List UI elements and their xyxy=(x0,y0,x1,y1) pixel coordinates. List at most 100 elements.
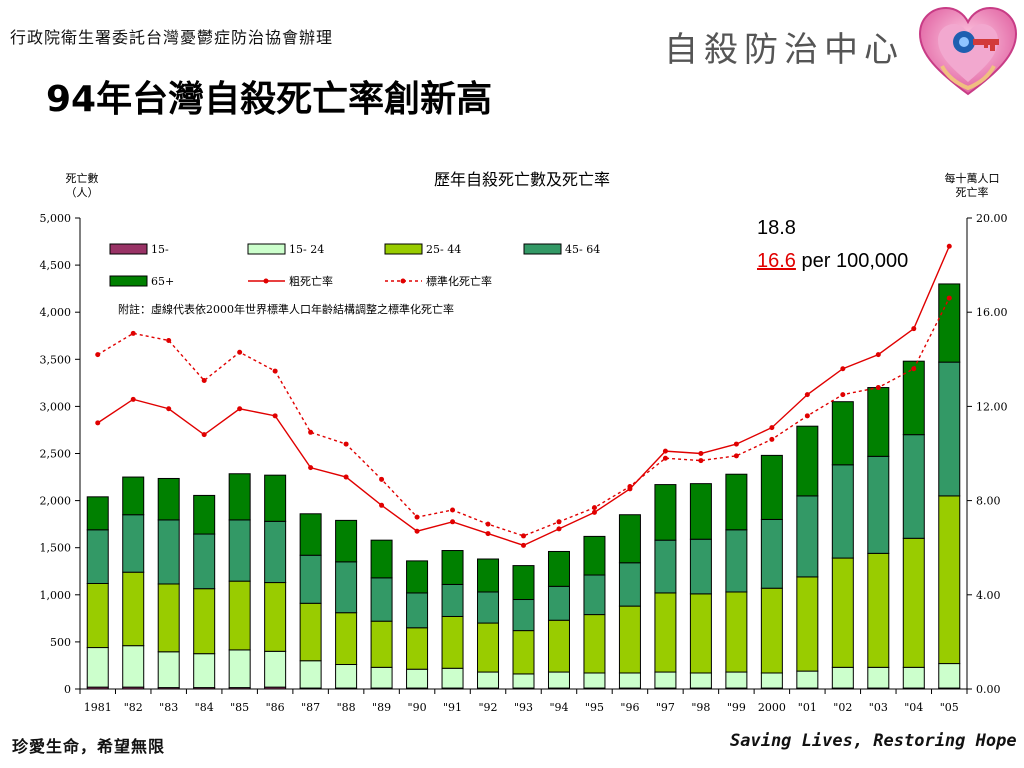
left-tick-label: 0 xyxy=(64,683,71,696)
x-tick-label: "89 xyxy=(372,701,391,714)
bar-segment xyxy=(370,577,393,622)
rate-point xyxy=(95,420,101,426)
rate-point xyxy=(130,330,136,336)
bar-segment xyxy=(831,666,854,689)
bar-segment xyxy=(299,554,322,604)
bar-segment xyxy=(406,592,429,629)
rate-point xyxy=(698,458,704,464)
right-tick-label: 4.00 xyxy=(976,589,1001,602)
x-tick-label: 2000 xyxy=(758,701,786,714)
x-tick-label: "86 xyxy=(266,701,285,714)
bar-segment xyxy=(228,649,251,689)
bar-segment xyxy=(441,550,464,585)
bar-segment xyxy=(370,620,393,668)
bar-segment xyxy=(902,360,925,436)
legend-label: 65+ xyxy=(151,275,174,288)
bar-segment xyxy=(689,538,712,595)
bar-segment xyxy=(689,483,712,540)
rate-point xyxy=(911,326,917,332)
rate-point xyxy=(521,533,526,539)
bar-segment xyxy=(618,605,641,674)
left-tick-label: 500 xyxy=(50,636,71,649)
bar-segment xyxy=(477,558,500,593)
bar-segment xyxy=(512,565,535,601)
chart-title: 歷年自殺死亡數及死亡率 xyxy=(434,170,610,189)
bar-segment xyxy=(796,576,819,672)
x-tick-label: "93 xyxy=(514,701,533,714)
left-tick-label: 1,500 xyxy=(40,542,72,555)
x-tick-label: "97 xyxy=(656,701,675,714)
right-axis-label-line1: 每十萬人口 xyxy=(945,171,1000,185)
x-tick-label: "02 xyxy=(833,701,852,714)
bar-segment xyxy=(477,591,500,624)
rate-point xyxy=(911,366,917,372)
bar-segment xyxy=(193,494,216,535)
bar-segment xyxy=(583,672,606,689)
rate-point xyxy=(343,441,349,447)
x-tick-label: "92 xyxy=(478,701,497,714)
bar-segment xyxy=(193,588,216,655)
rate-point xyxy=(875,352,881,358)
x-tick-label: "88 xyxy=(337,701,356,714)
bar-segment xyxy=(796,425,819,497)
rate-point xyxy=(237,406,243,412)
rate-point xyxy=(308,465,314,471)
rate-point xyxy=(662,448,668,454)
rate-point xyxy=(733,453,739,459)
bar-segment xyxy=(938,361,961,497)
legend-swatch xyxy=(523,243,562,255)
rate-point xyxy=(450,507,456,513)
bar-segment xyxy=(867,455,890,554)
x-tick-label: "83 xyxy=(159,701,178,714)
bar-segment xyxy=(86,647,109,688)
legend-label: 15- 24 xyxy=(289,243,324,256)
rate-point xyxy=(662,455,668,461)
rate-point xyxy=(556,519,562,525)
left-tick-label: 3,500 xyxy=(40,353,72,366)
x-tick-label: "82 xyxy=(124,701,143,714)
suicide-chart: 0 500 1,000 1,500 2,000 2,500 3,000 3,500 4,000 4… xyxy=(40,170,1008,714)
left-axis-label-line2: （人） xyxy=(66,186,99,199)
bar-segment xyxy=(512,599,535,632)
bar-segment xyxy=(477,671,500,689)
x-tick-label: "85 xyxy=(230,701,249,714)
legend-line-marker xyxy=(263,278,269,284)
right-tick-label: 12.00 xyxy=(976,400,1008,413)
bar-segment xyxy=(547,671,570,689)
bar-segment xyxy=(583,535,606,576)
bar-segment xyxy=(157,519,180,585)
rate-point xyxy=(840,392,846,398)
rate-point xyxy=(591,509,597,515)
rate-point xyxy=(698,451,704,456)
rate-point xyxy=(95,352,101,358)
x-tick-label: "96 xyxy=(620,701,639,714)
legend-swatch xyxy=(384,243,423,255)
bar-segment xyxy=(547,619,570,673)
rate-point xyxy=(627,483,633,489)
bar-segment xyxy=(122,476,145,516)
crude-rate-line xyxy=(97,245,950,547)
crude-rate-callout: 18.8 xyxy=(757,217,796,239)
legend-swatch xyxy=(109,275,148,287)
bar-segment xyxy=(654,671,677,689)
legend-label: 粗死亡率 xyxy=(289,274,333,288)
rate-point xyxy=(414,514,420,520)
rate-point xyxy=(804,392,810,398)
rate-point xyxy=(521,542,526,548)
organizer-line: 行政院衛生署委託台灣憂鬱症防治協會辦理 xyxy=(10,28,334,47)
bar-segment xyxy=(335,664,358,689)
bar-segment xyxy=(122,514,145,573)
rate-point xyxy=(733,441,739,447)
x-tick-label: "84 xyxy=(195,701,214,714)
bar-segment xyxy=(902,666,925,689)
bar-segment xyxy=(193,533,216,590)
bar-segment xyxy=(335,612,358,666)
rate-point xyxy=(946,243,952,249)
bar-segment xyxy=(264,520,287,584)
legend-label: 45- 64 xyxy=(565,243,600,256)
bar-segment xyxy=(760,454,783,520)
legend-label: 15- xyxy=(151,243,169,256)
bar-segment xyxy=(228,519,251,582)
bar-segment xyxy=(264,474,287,522)
left-axis-label-line1: 死亡數 xyxy=(66,171,99,185)
